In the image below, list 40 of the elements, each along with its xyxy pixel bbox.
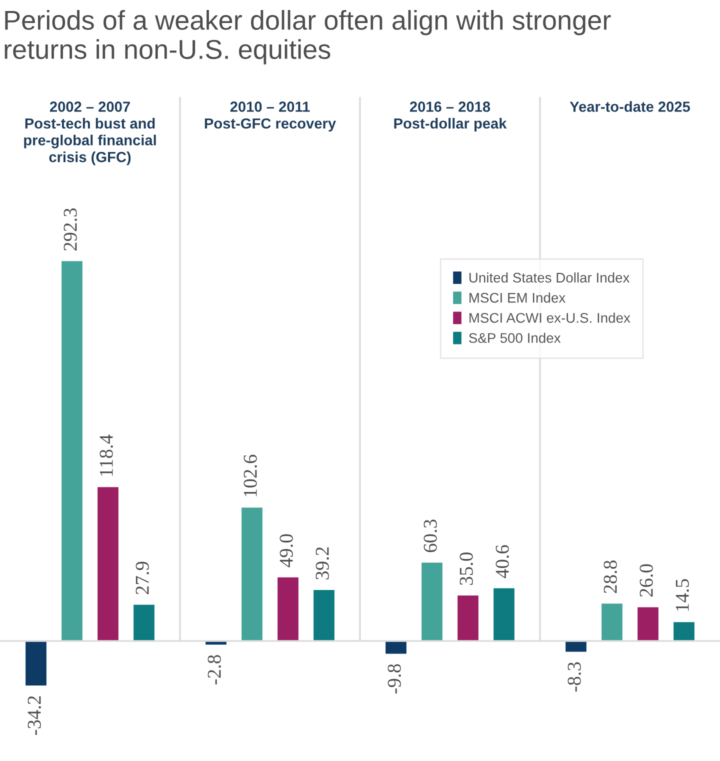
bar <box>494 588 514 641</box>
data-label: 14.5 <box>676 579 689 611</box>
legend-label: MSCI EM Index <box>470 292 566 303</box>
data-label: 40.6 <box>496 545 509 578</box>
x-tick-label: 2010 – 2011 Post-GFC recovery <box>204 102 336 132</box>
chart-title: Periods of a weaker dollar often align with stronger returns in non-U.S. equities <box>4 10 611 64</box>
bar <box>566 641 586 652</box>
bar <box>134 604 154 641</box>
legend-label: S&P 500 Index <box>469 332 561 343</box>
data-label: -8.3 <box>568 662 581 692</box>
x-tick-label: 2002 – 2007 Post-tech bust and pre-global financial crisis (GFC) <box>24 102 156 166</box>
bar <box>386 641 406 654</box>
bar <box>242 508 262 641</box>
bar <box>62 261 82 641</box>
bar <box>422 562 442 641</box>
bar <box>98 487 118 641</box>
bar <box>26 641 46 686</box>
bar <box>458 596 478 641</box>
data-label: -34.2 <box>28 696 41 735</box>
bar <box>314 590 334 641</box>
data-label: 39.2 <box>316 547 329 580</box>
legend-label: MSCI ACWI ex-U.S. Index <box>470 312 630 323</box>
data-label: -9.8 <box>388 664 401 694</box>
data-label: 102.6 <box>244 454 257 496</box>
data-label: 27.9 <box>136 562 149 594</box>
x-tick-label: Year-to-date 2025 <box>570 101 690 112</box>
data-label: 118.4 <box>100 434 113 476</box>
data-label: 292.3 <box>64 208 77 251</box>
legend-label: United States Dollar Index <box>469 272 630 283</box>
data-label: 49.0 <box>280 534 293 568</box>
data-label: 60.3 <box>424 520 437 552</box>
data-label: 28.8 <box>604 560 617 593</box>
bar <box>638 607 658 641</box>
data-label: 26.0 <box>640 564 653 597</box>
bar <box>278 577 298 641</box>
data-label: -2.8 <box>208 655 221 684</box>
bar <box>674 622 694 641</box>
bar <box>602 604 622 641</box>
x-tick-label: 2016 – 2018 Post-dollar peak <box>394 102 507 132</box>
data-label: 35.0 <box>460 552 473 585</box>
